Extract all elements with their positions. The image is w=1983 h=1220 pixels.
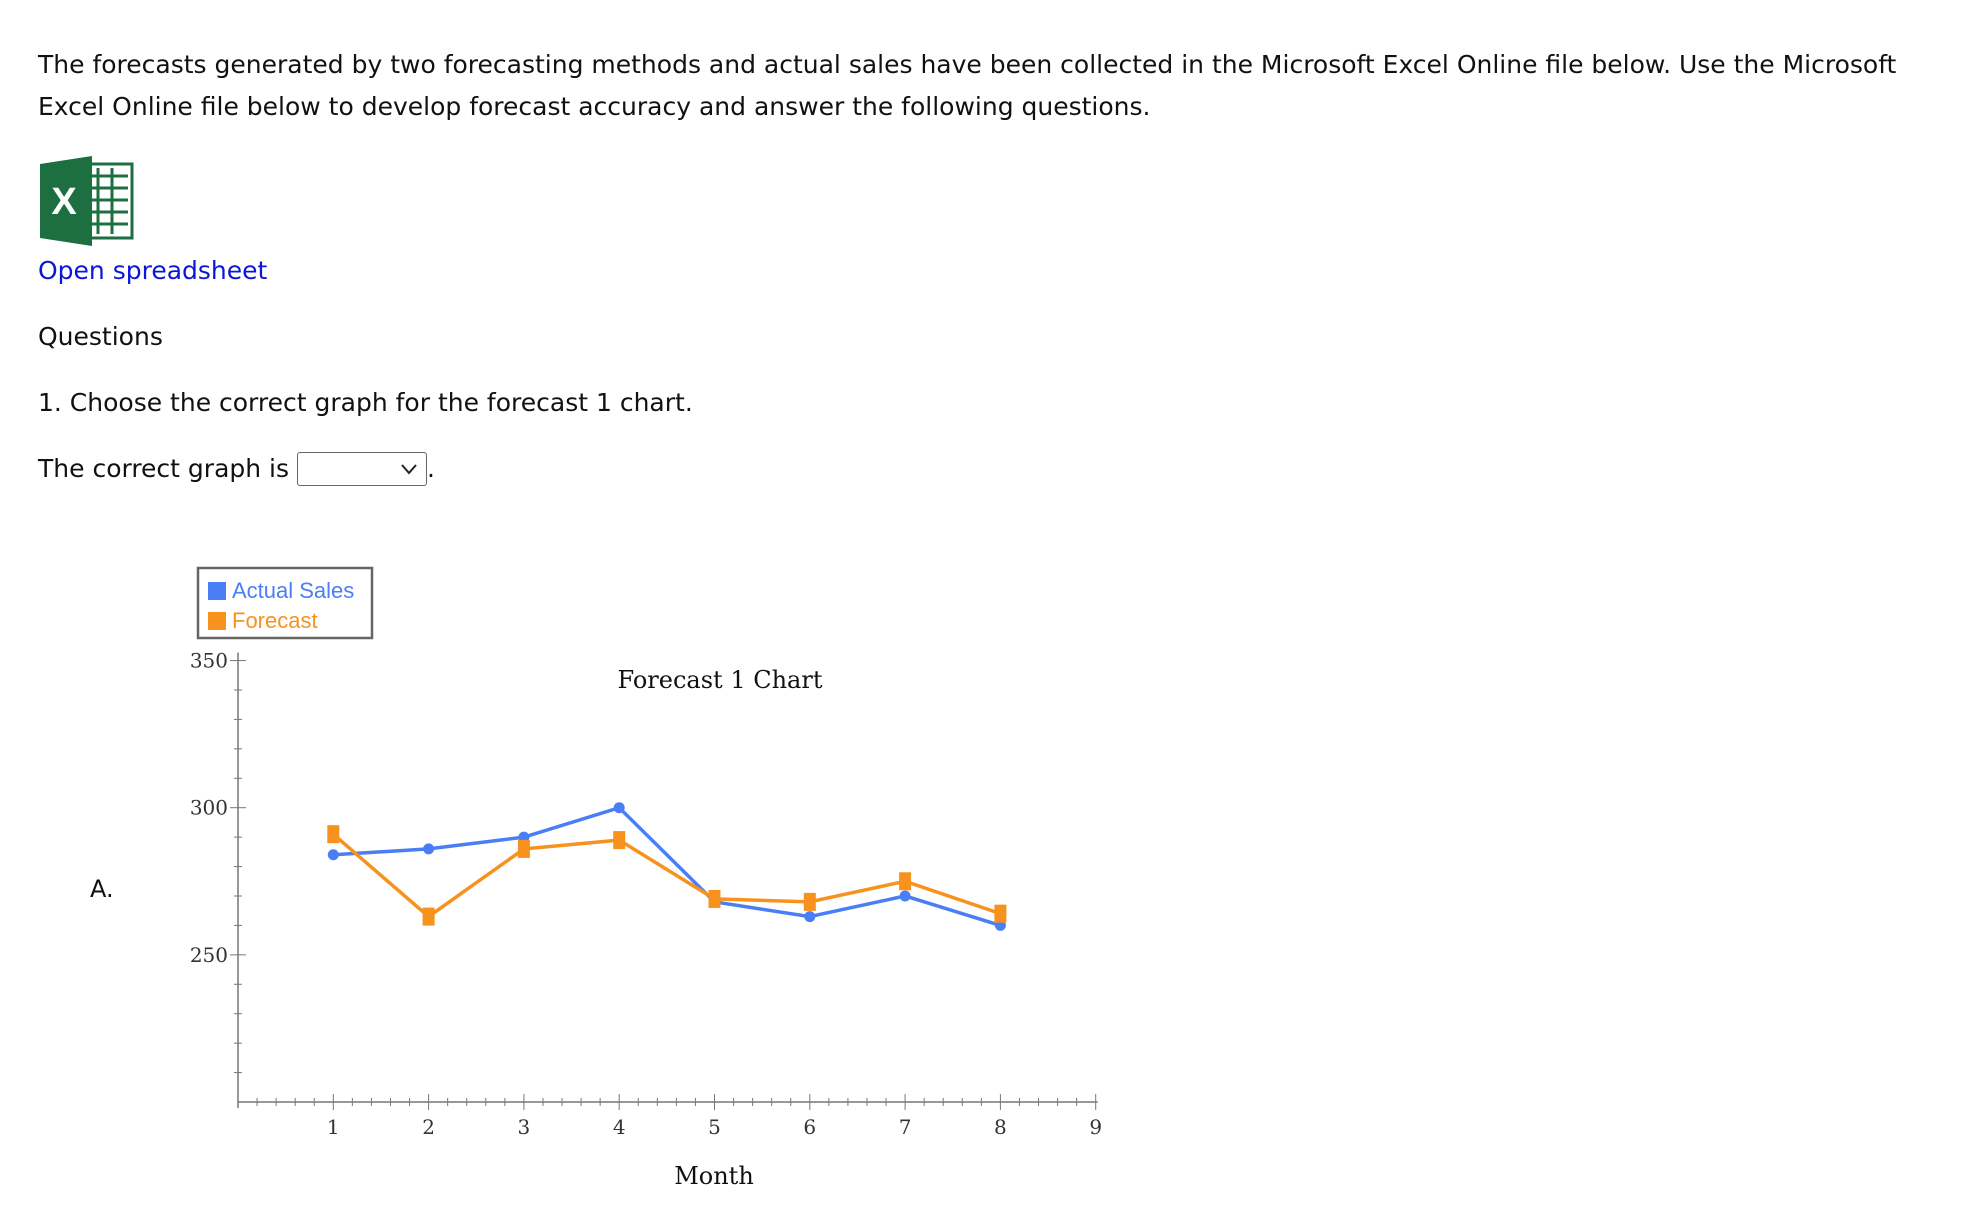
chevron-down-icon: [401, 464, 417, 475]
chart-axes: [237, 652, 1098, 1108]
answer-prefix: The correct graph is: [38, 454, 290, 483]
questions-heading: Questions: [38, 322, 163, 351]
actual-sales-point: [899, 890, 911, 902]
x-tick-label: 3: [518, 1115, 531, 1139]
actual-sales-point: [518, 831, 530, 843]
chart-x-axis-label: Month: [674, 1162, 754, 1190]
actual-sales-line: [333, 805, 1001, 928]
forecast-point: [613, 831, 626, 850]
actual-sales-point: [327, 849, 339, 861]
graph-select-dropdown[interactable]: [297, 452, 428, 486]
x-tick-label: 4: [613, 1115, 626, 1139]
y-tick-label: 300: [190, 796, 228, 820]
chart-title: Forecast 1 Chart: [618, 666, 823, 694]
forecast-point: [517, 839, 530, 858]
x-tick-label: 1: [327, 1115, 340, 1139]
option-a-label: A.: [90, 875, 114, 903]
answer-suffix: .: [427, 454, 435, 483]
forecast-point: [327, 825, 340, 844]
forecast-chart: 1 2 3 4 5 6 7 8 9 250 300 350 Forecast 1 Chart Mont…: [190, 566, 1102, 1190]
actual-sales-point: [613, 802, 625, 814]
forecast-line: [332, 832, 1001, 919]
x-tick-label: 8: [994, 1115, 1007, 1139]
x-tick-label: 7: [899, 1115, 912, 1139]
chart-ticks: 1 2 3 4 5 6 7 8 9 250 300 350: [190, 649, 1102, 1139]
open-spreadsheet-link[interactable]: Open spreadsheet: [38, 256, 268, 285]
forecast-point: [708, 889, 721, 908]
question-1-text: 1. Choose the correct graph for the fore…: [38, 388, 693, 417]
excel-icon-letter: X: [51, 181, 77, 223]
chart-legend: Actual Sales Forecast: [196, 566, 374, 640]
forecast-point: [422, 907, 435, 926]
actual-sales-point: [804, 911, 816, 923]
x-tick-label: 2: [422, 1115, 435, 1139]
answer-line: The correct graph is .: [38, 448, 435, 490]
legend-label-actual-sales: Actual Sales: [232, 578, 354, 603]
excel-icon[interactable]: X: [38, 156, 134, 246]
forecast-point: [994, 904, 1007, 923]
actual-sales-point: [423, 843, 435, 855]
x-tick-label: 9: [1089, 1115, 1102, 1139]
legend-swatch-forecast: [208, 612, 226, 630]
legend-label-forecast: Forecast: [232, 608, 318, 633]
instructions-text: The forecasts generated by two forecasti…: [38, 50, 1897, 121]
forecast-point: [803, 892, 816, 911]
actual-sales-point: [994, 919, 1006, 931]
chart-series: [327, 802, 1007, 931]
x-tick-label: 6: [803, 1115, 816, 1139]
legend-box: [196, 566, 374, 640]
legend-swatch-actual-sales: [208, 582, 226, 600]
x-tick-label: 5: [708, 1115, 721, 1139]
forecast-point: [899, 872, 912, 891]
y-tick-label: 350: [190, 649, 228, 673]
y-tick-label: 250: [190, 943, 228, 967]
